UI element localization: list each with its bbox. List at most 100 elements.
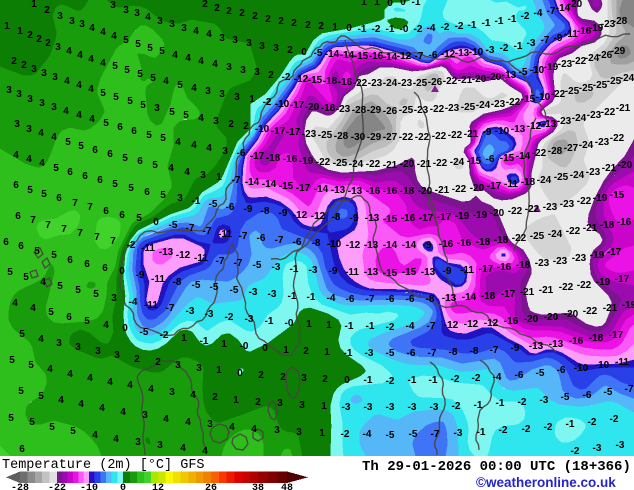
svg-text:-20: -20 xyxy=(524,314,539,325)
svg-text:-1: -1 xyxy=(495,16,504,27)
svg-text:3: 3 xyxy=(219,89,225,100)
svg-text:-13: -13 xyxy=(331,185,346,196)
svg-text:-23: -23 xyxy=(557,116,572,127)
svg-text:-2: -2 xyxy=(588,417,597,428)
svg-text:4: 4 xyxy=(67,369,73,380)
svg-text:4: 4 xyxy=(191,140,197,151)
svg-text:3: 3 xyxy=(177,193,183,204)
svg-text:-2: -2 xyxy=(441,22,450,33)
svg-text:-23: -23 xyxy=(587,110,602,121)
svg-text:-22: -22 xyxy=(452,184,467,195)
svg-text:5: 5 xyxy=(18,386,24,397)
svg-text:-16: -16 xyxy=(457,238,472,249)
svg-text:-2: -2 xyxy=(499,425,508,436)
svg-text:5: 5 xyxy=(135,39,141,50)
svg-text:3: 3 xyxy=(259,41,265,52)
svg-text:-5: -5 xyxy=(409,429,418,440)
svg-text:5: 5 xyxy=(112,61,118,72)
svg-text:3: 3 xyxy=(114,350,120,361)
svg-text:5: 5 xyxy=(103,118,109,129)
svg-text:-2: -2 xyxy=(263,97,272,108)
svg-text:-22: -22 xyxy=(577,196,592,207)
svg-text:-2: -2 xyxy=(452,401,461,412)
svg-text:-12: -12 xyxy=(397,51,412,62)
svg-text:-6: -6 xyxy=(486,154,495,165)
svg-text:-13: -13 xyxy=(365,213,380,224)
svg-text:-20: -20 xyxy=(305,102,320,113)
svg-text:-19: -19 xyxy=(299,156,314,167)
svg-text:-12: -12 xyxy=(441,49,456,60)
svg-text:2: 2 xyxy=(214,3,220,14)
svg-text:-13: -13 xyxy=(549,339,564,350)
svg-text:-24: -24 xyxy=(383,78,398,89)
svg-text:-12: -12 xyxy=(311,211,326,222)
svg-text:3: 3 xyxy=(169,19,175,30)
svg-text:-18: -18 xyxy=(494,235,509,246)
svg-text:0: 0 xyxy=(120,483,126,490)
svg-text:3: 3 xyxy=(157,440,163,451)
svg-text:5: 5 xyxy=(8,413,14,424)
svg-text:-22: -22 xyxy=(48,483,66,490)
svg-text:5: 5 xyxy=(75,285,81,296)
svg-text:4: 4 xyxy=(38,334,44,345)
svg-text:5: 5 xyxy=(147,43,153,54)
svg-text:-14: -14 xyxy=(402,240,417,251)
svg-text:-8: -8 xyxy=(332,212,341,223)
svg-text:-1: -1 xyxy=(412,0,421,8)
svg-text:-23: -23 xyxy=(543,202,558,213)
svg-text:-13: -13 xyxy=(364,240,379,251)
svg-text:-17: -17 xyxy=(487,181,502,192)
svg-text:-2: -2 xyxy=(127,240,136,251)
svg-text:5: 5 xyxy=(112,179,118,190)
svg-text:5: 5 xyxy=(136,213,142,224)
svg-text:-12: -12 xyxy=(484,318,499,329)
svg-text:-20: -20 xyxy=(564,309,579,320)
svg-text:3: 3 xyxy=(219,33,225,44)
svg-text:-26: -26 xyxy=(598,50,613,61)
svg-text:-22: -22 xyxy=(559,282,574,293)
svg-text:-1: -1 xyxy=(468,20,477,31)
svg-text:3: 3 xyxy=(79,19,85,30)
svg-text:6: 6 xyxy=(66,312,72,323)
svg-text:-14: -14 xyxy=(383,52,398,63)
svg-text:-1: -1 xyxy=(482,18,491,29)
svg-text:-17: -17 xyxy=(271,126,286,137)
svg-text:-22: -22 xyxy=(512,233,527,244)
svg-text:-20: -20 xyxy=(487,72,502,83)
svg-text:4: 4 xyxy=(12,298,18,309)
svg-text:6: 6 xyxy=(103,206,109,217)
svg-text:4: 4 xyxy=(99,403,105,414)
svg-text:5: 5 xyxy=(78,141,84,152)
svg-text:5: 5 xyxy=(9,355,15,366)
svg-text:4: 4 xyxy=(145,12,151,23)
svg-text:-11: -11 xyxy=(218,229,232,240)
svg-text:-16: -16 xyxy=(338,77,353,88)
svg-text:-18: -18 xyxy=(481,291,496,302)
svg-text:-7: -7 xyxy=(203,226,212,237)
svg-text:-14: -14 xyxy=(314,184,329,195)
svg-text:-17: -17 xyxy=(296,183,311,194)
svg-text:-11: -11 xyxy=(460,265,474,276)
svg-text:3: 3 xyxy=(301,373,307,384)
svg-text:1: 1 xyxy=(249,94,255,105)
svg-text:-6: -6 xyxy=(583,390,592,401)
svg-text:5: 5 xyxy=(84,316,90,327)
svg-text:6: 6 xyxy=(97,175,103,186)
svg-text:-23: -23 xyxy=(368,78,383,89)
svg-text:-14: -14 xyxy=(556,3,571,14)
svg-text:-5: -5 xyxy=(604,387,613,398)
svg-text:-3: -3 xyxy=(249,287,258,298)
svg-text:0: 0 xyxy=(122,323,128,334)
svg-text:-2: -2 xyxy=(386,376,395,387)
svg-text:-19: -19 xyxy=(593,193,608,204)
svg-text:-21: -21 xyxy=(603,303,618,314)
svg-text:-20: -20 xyxy=(418,186,433,197)
svg-text:-6: -6 xyxy=(237,148,246,159)
svg-text:2: 2 xyxy=(252,11,258,22)
svg-text:-5: -5 xyxy=(536,368,545,379)
svg-text:-1: -1 xyxy=(474,400,483,411)
svg-text:5: 5 xyxy=(150,73,156,84)
svg-text:1: 1 xyxy=(233,395,239,406)
svg-text:4: 4 xyxy=(190,390,196,401)
svg-text:-28: -28 xyxy=(352,105,367,116)
